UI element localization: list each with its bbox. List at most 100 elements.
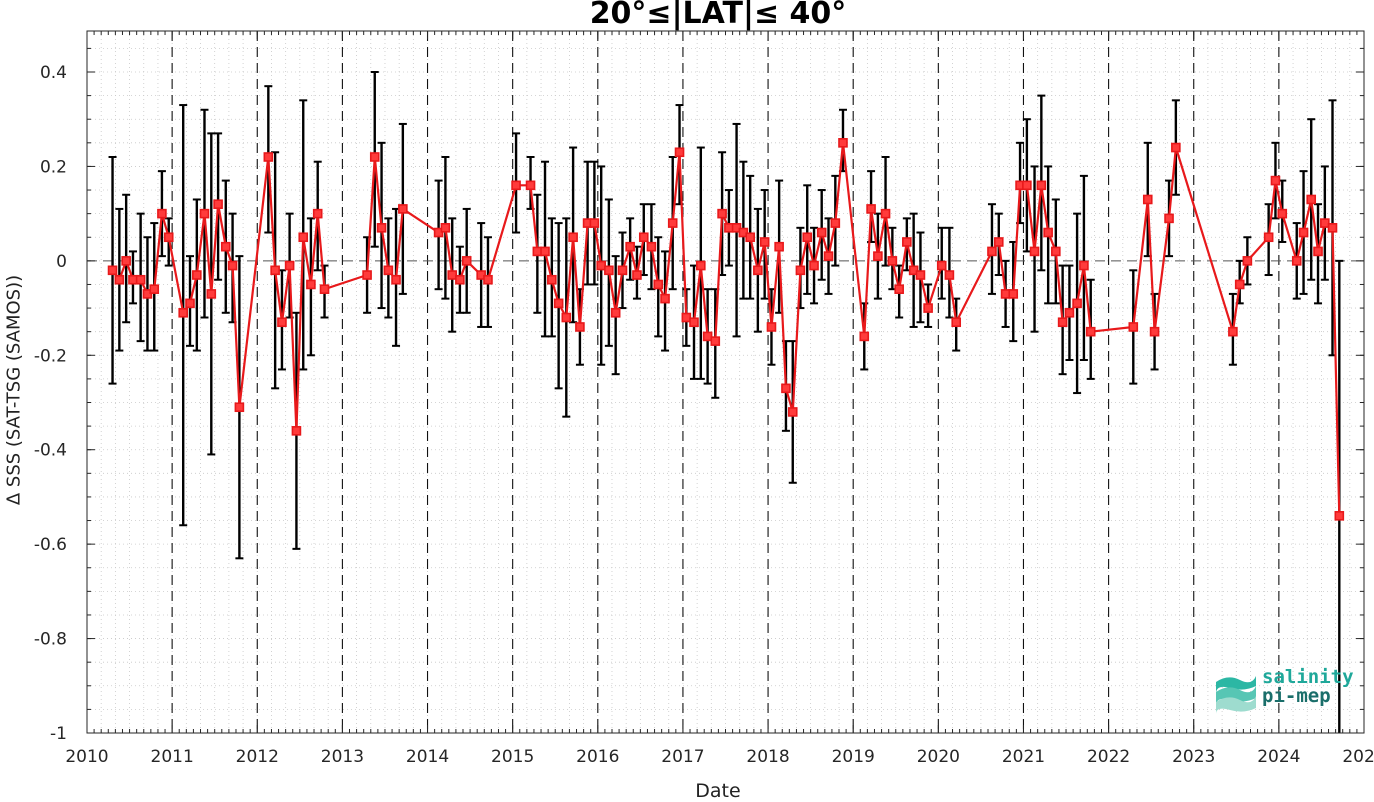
data-point: [1327, 223, 1338, 233]
plot-frame: [86, 30, 1365, 734]
data-point: [107, 265, 118, 276]
data-point: [270, 265, 280, 276]
data-point: [617, 265, 628, 276]
data-point: [277, 317, 287, 328]
data-point: [213, 199, 223, 209]
data-point: [830, 218, 841, 228]
data-point: [880, 208, 891, 219]
data-point: [632, 270, 642, 280]
data-point: [1085, 326, 1096, 337]
x-tick-label: 2020: [917, 747, 960, 767]
y-tick-label: 0: [56, 252, 67, 272]
data-point: [944, 270, 955, 280]
data-point: [383, 265, 394, 276]
data-point: [674, 147, 685, 158]
data-point: [149, 284, 160, 294]
data-point: [1228, 326, 1238, 337]
data-point: [192, 270, 202, 280]
data-point: [667, 218, 678, 228]
data-point: [987, 246, 997, 257]
data-point: [1320, 218, 1330, 228]
y-tick-label: -0.8: [34, 630, 67, 650]
data-point: [199, 208, 210, 219]
data-point: [759, 237, 770, 247]
data-point: [894, 284, 904, 294]
data-point: [774, 241, 784, 252]
data-point: [802, 232, 813, 243]
x-tick-label: 2012: [236, 747, 279, 767]
data-point: [823, 251, 834, 261]
logo-line-2: pi-mep: [1262, 685, 1331, 707]
wave-logo-icon: [1216, 676, 1256, 714]
data-point: [681, 312, 692, 323]
data-point: [1270, 175, 1281, 186]
data-point: [157, 208, 167, 219]
data-point: [234, 402, 245, 413]
series-markers: [107, 138, 1345, 521]
data-point: [1306, 194, 1317, 205]
data-point: [866, 204, 876, 214]
data-point: [902, 237, 912, 247]
chart-title: 20°≤|LAT|≤ 40°: [589, 0, 847, 31]
data-point: [547, 274, 557, 285]
data-point: [660, 293, 670, 304]
data-point: [455, 274, 465, 285]
data-point: [795, 265, 806, 276]
data-point: [163, 232, 174, 243]
data-point: [178, 307, 189, 318]
data-point: [568, 232, 578, 243]
data-point: [838, 138, 848, 148]
data-point: [114, 274, 125, 285]
data-point: [1029, 246, 1040, 257]
data-point: [461, 256, 472, 266]
data-point: [391, 274, 401, 285]
data-point: [1043, 227, 1053, 238]
data-point: [923, 303, 933, 313]
data-point: [306, 279, 316, 290]
data-point: [511, 180, 521, 191]
data-point: [220, 241, 231, 252]
axis-ticks: 2010 2011 2012 2013 2014 2015 2016 2017 2018 2019…: [34, 31, 1374, 767]
data-point: [447, 270, 458, 280]
data-point: [781, 383, 791, 394]
data-point: [185, 298, 195, 309]
data-point: [710, 336, 721, 346]
data-point: [951, 317, 962, 328]
data-point: [1313, 246, 1323, 257]
data-point: [787, 407, 798, 417]
data-point: [483, 274, 493, 285]
data-point: [312, 208, 323, 219]
data-point: [816, 227, 827, 238]
year-lines: [171, 31, 1280, 733]
x-tick-label: 2024: [1257, 747, 1300, 767]
salinity-pi-mep-logo: salinity pi-mep: [1214, 668, 1354, 716]
data-point: [809, 260, 819, 271]
data-point: [128, 274, 138, 285]
data-point: [689, 317, 699, 328]
x-tick-label: 2011: [151, 747, 194, 767]
data-point: [766, 322, 777, 332]
data-point: [887, 256, 898, 266]
data-point: [376, 223, 387, 233]
data-point: [1164, 213, 1174, 224]
data-point: [1079, 260, 1089, 271]
x-tick-label: 2018: [746, 747, 789, 767]
y-tick-label: -0.6: [34, 535, 67, 555]
data-point: [1334, 511, 1345, 521]
x-tick-label: 2019: [832, 747, 875, 767]
data-point: [298, 232, 309, 243]
data-point: [135, 274, 146, 285]
logo-line-1: salinity: [1262, 666, 1354, 688]
x-tick-label: 2017: [661, 747, 704, 767]
data-point: [227, 260, 238, 271]
data-point: [1057, 317, 1068, 328]
data-point: [121, 256, 131, 266]
data-point: [596, 260, 607, 271]
data-point: [1072, 298, 1082, 309]
data-point: [263, 152, 274, 162]
y-tick-label: -0.2: [34, 346, 67, 366]
data-point: [1036, 180, 1047, 191]
data-point: [319, 284, 330, 294]
data-point: [1128, 322, 1139, 332]
data-point: [1171, 142, 1181, 153]
